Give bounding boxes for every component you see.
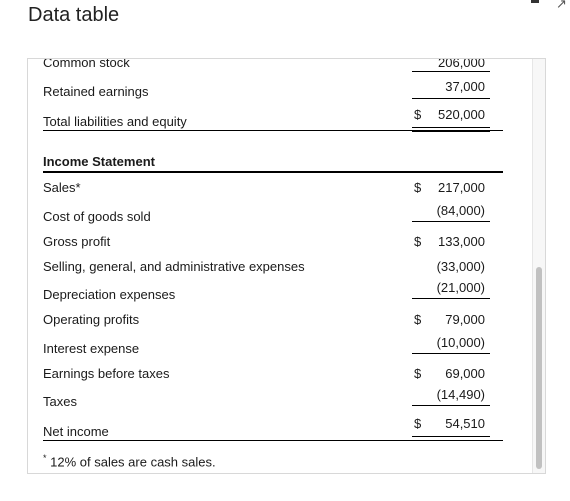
row-label-total-liabilities-equity: Total liabilities and equity bbox=[43, 114, 187, 129]
row-label-gross-profit: Gross profit bbox=[43, 234, 111, 249]
row-dollar-gross-profit: $ bbox=[414, 234, 422, 249]
row-amount-depreciation: (21,000) bbox=[436, 280, 485, 295]
row-label-depreciation: Depreciation expenses bbox=[43, 287, 176, 302]
row-label-common-stock: Common stock bbox=[43, 58, 130, 70]
minimize-icon[interactable] bbox=[531, 0, 539, 3]
row-label-retained-earnings: Retained earnings bbox=[43, 84, 149, 99]
row-label-interest-expense: Interest expense bbox=[43, 341, 140, 356]
data-table: Common stock 206,000 Retained earnings 3… bbox=[28, 59, 533, 473]
section-rule bbox=[43, 130, 503, 131]
row-amount-cogs: (84,000) bbox=[436, 203, 485, 218]
scrollbar-thumb[interactable] bbox=[536, 267, 542, 469]
subtotal-rule bbox=[412, 405, 490, 406]
subtotal-rule bbox=[412, 98, 490, 99]
row-label-net-income: Net income bbox=[43, 424, 109, 439]
subtotal-rule bbox=[412, 221, 490, 222]
row-amount-sga: (33,000) bbox=[436, 259, 485, 274]
total-rule bbox=[412, 127, 490, 128]
row-amount-net-income: 54,510 bbox=[445, 416, 485, 431]
data-table-scroll-area[interactable]: Common stock 206,000 Retained earnings 3… bbox=[27, 58, 546, 474]
row-dollar-ebt: $ bbox=[414, 366, 422, 381]
row-amount-retained-earnings: 37,000 bbox=[445, 79, 485, 94]
row-label-sga: Selling, general, and administrative exp… bbox=[43, 259, 305, 274]
row-amount-common-stock: 206,000 bbox=[438, 58, 485, 70]
total-rule-double bbox=[412, 131, 490, 132]
row-label-ebt: Earnings before taxes bbox=[43, 366, 170, 381]
row-amount-interest-expense: (10,000) bbox=[436, 335, 485, 350]
row-dollar-operating-profits: $ bbox=[414, 312, 422, 327]
row-amount-taxes: (14,490) bbox=[436, 387, 485, 402]
row-amount-gross-profit: 133,000 bbox=[438, 234, 485, 249]
footnote-marker: * bbox=[43, 453, 47, 463]
subtotal-rule bbox=[412, 71, 490, 72]
section-rule bbox=[43, 440, 503, 441]
footnote: * 12% of sales are cash sales. bbox=[43, 450, 216, 470]
row-label-taxes: Taxes bbox=[43, 394, 77, 409]
row-amount-ebt: 69,000 bbox=[445, 366, 485, 381]
subtotal-rule bbox=[412, 353, 490, 354]
row-label-cogs: Cost of goods sold bbox=[43, 209, 151, 224]
row-amount-sales: 217,000 bbox=[438, 180, 485, 195]
row-dollar-sales: $ bbox=[414, 180, 422, 195]
row-dollar-total-liabilities-equity: $ bbox=[414, 107, 422, 122]
page-title: Data table bbox=[28, 4, 120, 26]
total-rule bbox=[412, 436, 490, 437]
row-amount-total-liabilities-equity: 520,000 bbox=[438, 107, 485, 122]
vertical-scrollbar[interactable] bbox=[532, 59, 545, 473]
row-dollar-net-income: $ bbox=[414, 416, 422, 431]
close-icon[interactable]: ↗ bbox=[556, 0, 567, 11]
heading-rule bbox=[43, 171, 503, 173]
total-rule-double bbox=[412, 440, 490, 441]
income-statement-heading: Income Statement bbox=[43, 154, 155, 169]
row-label-sales: Sales* bbox=[43, 180, 81, 195]
row-label-operating-profits: Operating profits bbox=[43, 312, 140, 327]
subtotal-rule bbox=[412, 298, 490, 299]
footnote-text: 12% of sales are cash sales. bbox=[46, 454, 216, 470]
row-amount-operating-profits: 79,000 bbox=[445, 312, 485, 327]
